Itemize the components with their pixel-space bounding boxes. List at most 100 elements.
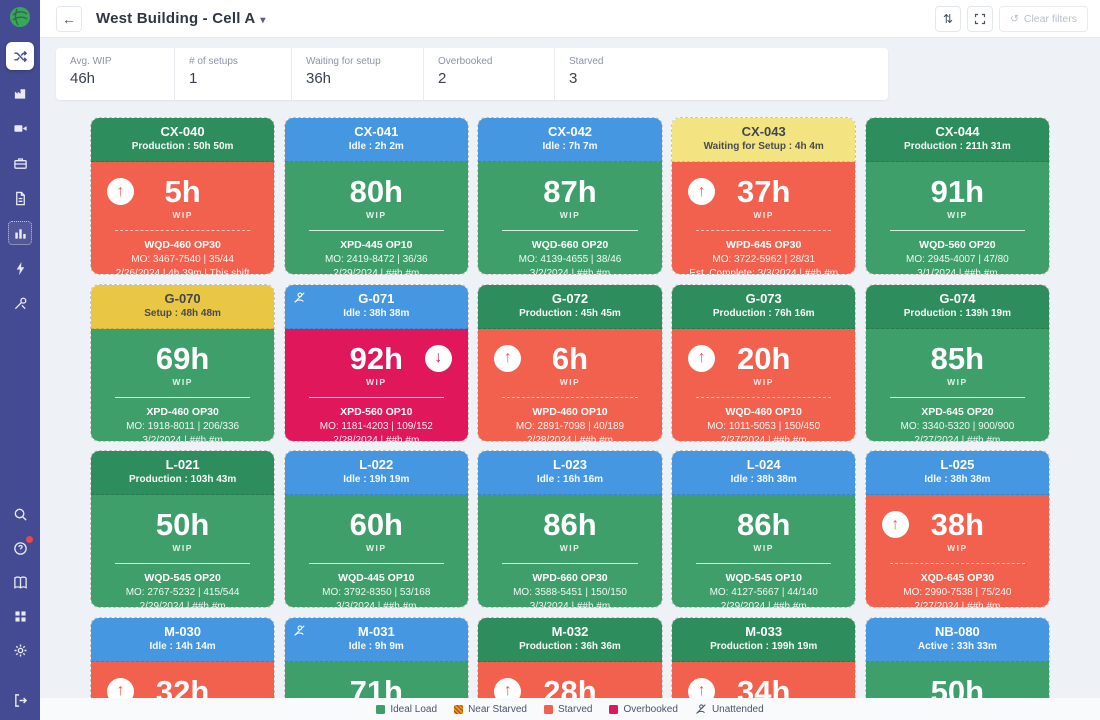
machine-name: L-025 xyxy=(940,457,975,472)
operation-line: WPD-660 OP30 xyxy=(532,572,608,584)
machine-card-header: CX-040 Production : 50h 50m xyxy=(91,118,275,162)
sidebar-item-energy lightning-icon[interactable] xyxy=(8,256,32,280)
stat-label: Starved xyxy=(569,56,604,67)
sidebar-item-maintenance tools-icon[interactable] xyxy=(8,291,32,315)
legend-item: Unattended xyxy=(695,703,764,715)
machine-card-body: ↑ 20h WIP WQD-460 OP10 MO: 1011-5053 | 1… xyxy=(672,328,856,442)
sidebar-item-search search-icon[interactable] xyxy=(8,502,32,526)
machine-card[interactable]: G-073 Production : 76h 16m ↑ 20h WIP WQD… xyxy=(671,283,857,442)
machine-name: CX-044 xyxy=(935,124,980,139)
sidebar-item-jobs briefcase-icon[interactable] xyxy=(8,151,32,175)
mo-line: MO: 1918-8011 | 206/336 xyxy=(126,420,240,432)
machine-card[interactable]: CX-040 Production : 50h 50m ↑ 5h WIP WQD… xyxy=(90,117,276,275)
machine-card[interactable]: G-072 Production : 45h 45m ↑ 6h WIP WPD-… xyxy=(477,283,663,442)
machine-card[interactable]: G-070 Setup : 48h 48m 69h WIP XPD-460 OP… xyxy=(90,283,276,442)
machine-card-body: ↑ 6h WIP WPD-460 OP10 MO: 2891-7098 | 40… xyxy=(478,328,662,442)
wip-label: WIP xyxy=(559,543,581,553)
date-line: 3/2/2024 | ##h #m xyxy=(142,434,223,442)
machine-status: Idle : 14h 14m xyxy=(149,640,216,652)
date-line: 2/27/2024 | ##h #m xyxy=(720,434,807,442)
wip-label: WIP xyxy=(172,543,193,553)
wip-value: 69h xyxy=(155,340,210,376)
legend-swatch xyxy=(376,704,386,714)
machine-name: G-073 xyxy=(745,290,782,306)
date-line: 3/2/2024 | ##h #m xyxy=(529,268,611,275)
page-title[interactable]: West Building - Cell A ▾ xyxy=(96,10,266,27)
machine-card[interactable]: G-074 Production : 139h 19m 85h WIP XPD-… xyxy=(864,283,1050,442)
back-button arrow-left-icon[interactable]: ← xyxy=(56,5,82,32)
fullscreen-button expand-icon[interactable] xyxy=(967,5,994,32)
machine-card-header: G-070 Setup : 48h 48m xyxy=(91,284,275,329)
legend-label: Near Starved xyxy=(468,703,527,715)
stat-value: 46h xyxy=(70,70,96,87)
person-slash-icon xyxy=(696,704,706,714)
mo-line: MO: 2945-4007 | 47/80 xyxy=(906,254,1009,265)
sort-button sort-arrows-icon[interactable]: ⇅ xyxy=(935,5,962,32)
wip-value: 85h xyxy=(930,340,985,376)
clear-filters-button[interactable]: ↺ Clear filters xyxy=(999,5,1088,32)
sidebar-item-plant factory-icon[interactable] xyxy=(8,81,32,105)
machine-status: Idle : 19h 19m xyxy=(343,474,410,485)
operation-line: WQD-545 OP10 xyxy=(725,572,802,584)
machine-card[interactable]: L-021 Production : 103h 43m 50h WIP WQD-… xyxy=(90,450,276,608)
summary-stat: Waiting for setup 36h xyxy=(291,48,423,100)
machine-name: CX-042 xyxy=(547,124,593,139)
machine-card-body: 60h WIP WQD-445 OP10 MO: 3792-8350 | 53/… xyxy=(284,495,468,607)
trend-icon: ↑ xyxy=(494,344,522,372)
card-divider xyxy=(889,563,1025,564)
wip-label: WIP xyxy=(366,210,387,220)
summary-stat: Overbooked 2 xyxy=(423,48,554,100)
date-line: 2/29/2024 | ##h #m xyxy=(139,601,226,608)
wip-value: 50h xyxy=(155,507,210,542)
machine-card[interactable]: M-032 Production : 36h 36m ↑ 28h WIP xyxy=(477,616,663,720)
app-logo-icon[interactable] xyxy=(9,6,31,28)
summary-stat: # of setups 1 xyxy=(174,48,291,100)
machine-card[interactable]: CX-042 Idle : 7h 7m 87h WIP WQD-660 OP20… xyxy=(477,117,663,275)
mo-line: MO: 3340-5320 | 900/900 xyxy=(900,420,1015,432)
mo-line: MO: 3467-7540 | 35/44 xyxy=(131,254,234,265)
machine-card[interactable]: G-071 Idle : 38h 38m ↓ 92h WIP XPD-560 O… xyxy=(283,283,469,442)
person-slash-icon xyxy=(293,291,305,303)
card-divider xyxy=(502,563,638,564)
date-line: Est. Complete: 3/3/2024 | ##h #m xyxy=(689,268,839,275)
legend-label: Starved xyxy=(557,703,593,715)
machine-card[interactable]: CX-044 Production : 211h 31m 91h WIP WQD… xyxy=(864,117,1050,275)
machine-card-header: M-033 Production : 199h 19m xyxy=(672,617,856,662)
sidebar-item-analytics bar-chart-icon[interactable] xyxy=(8,221,32,245)
machine-status: Idle : 38h 38m xyxy=(343,307,410,319)
machine-card-header: CX-042 Idle : 7h 7m xyxy=(478,118,662,162)
summary-stats-bar: Avg. WIP 46h # of setups 1 Waiting for s… xyxy=(56,48,888,100)
sidebar-item-logout logout-icon[interactable] xyxy=(8,688,32,712)
person-slash-icon xyxy=(293,624,305,636)
machine-card[interactable]: L-023 Idle : 16h 16m 86h WIP WPD-660 OP3… xyxy=(477,450,663,608)
stat-label: Waiting for setup xyxy=(306,56,381,67)
operation-line: XPD-560 OP10 xyxy=(340,405,413,418)
sidebar-item-reports document-icon[interactable] xyxy=(8,186,32,210)
sidebar-item-docs book-icon[interactable] xyxy=(8,570,32,594)
sidebar-item-settings gear-icon[interactable] xyxy=(8,638,32,662)
machine-card[interactable]: CX-041 Idle : 2h 2m 80h WIP XPD-445 OP10… xyxy=(283,117,469,275)
card-divider xyxy=(502,230,638,231)
machine-card-header: M-032 Production : 36h 36m xyxy=(478,617,662,662)
machine-card[interactable]: L-022 Idle : 19h 19m 60h WIP WQD-445 OP1… xyxy=(283,450,469,608)
sidebar-item-monitoring camera-icon[interactable] xyxy=(8,116,32,140)
sidebar-item-scheduler shuffle-icon[interactable] xyxy=(6,42,34,70)
machine-name: M-031 xyxy=(357,623,395,639)
machine-status: Idle : 7h 7m xyxy=(542,141,598,152)
legend-label: Ideal Load xyxy=(390,703,438,715)
machine-card-body: 50h WIP WQD-545 OP20 MO: 2767-5232 | 415… xyxy=(91,495,275,608)
machine-status: Idle : 38h 38m xyxy=(924,474,991,485)
machine-card[interactable]: L-024 Idle : 38h 38m 86h WIP WQD-545 OP1… xyxy=(671,450,857,608)
machine-card-header: L-023 Idle : 16h 16m xyxy=(478,451,662,495)
card-divider xyxy=(889,230,1025,231)
machine-status: Waiting for Setup : 4h 4m xyxy=(703,141,824,152)
date-line: 2/28/2024 | ##h #m xyxy=(526,434,613,442)
sidebar-item-help help-icon[interactable] xyxy=(8,535,34,560)
machine-card[interactable]: L-025 Idle : 38h 38m ↑ 38h WIP XQD-645 O… xyxy=(864,450,1050,608)
machine-card[interactable]: CX-043 Waiting for Setup : 4h 4m ↑ 37h W… xyxy=(671,117,857,275)
sidebar-item-apps grid-icon[interactable] xyxy=(8,604,32,628)
wip-label: WIP xyxy=(753,210,774,220)
mo-line: MO: 2767-5232 | 415/544 xyxy=(125,587,240,598)
card-divider xyxy=(115,563,251,564)
card-divider xyxy=(308,563,444,564)
